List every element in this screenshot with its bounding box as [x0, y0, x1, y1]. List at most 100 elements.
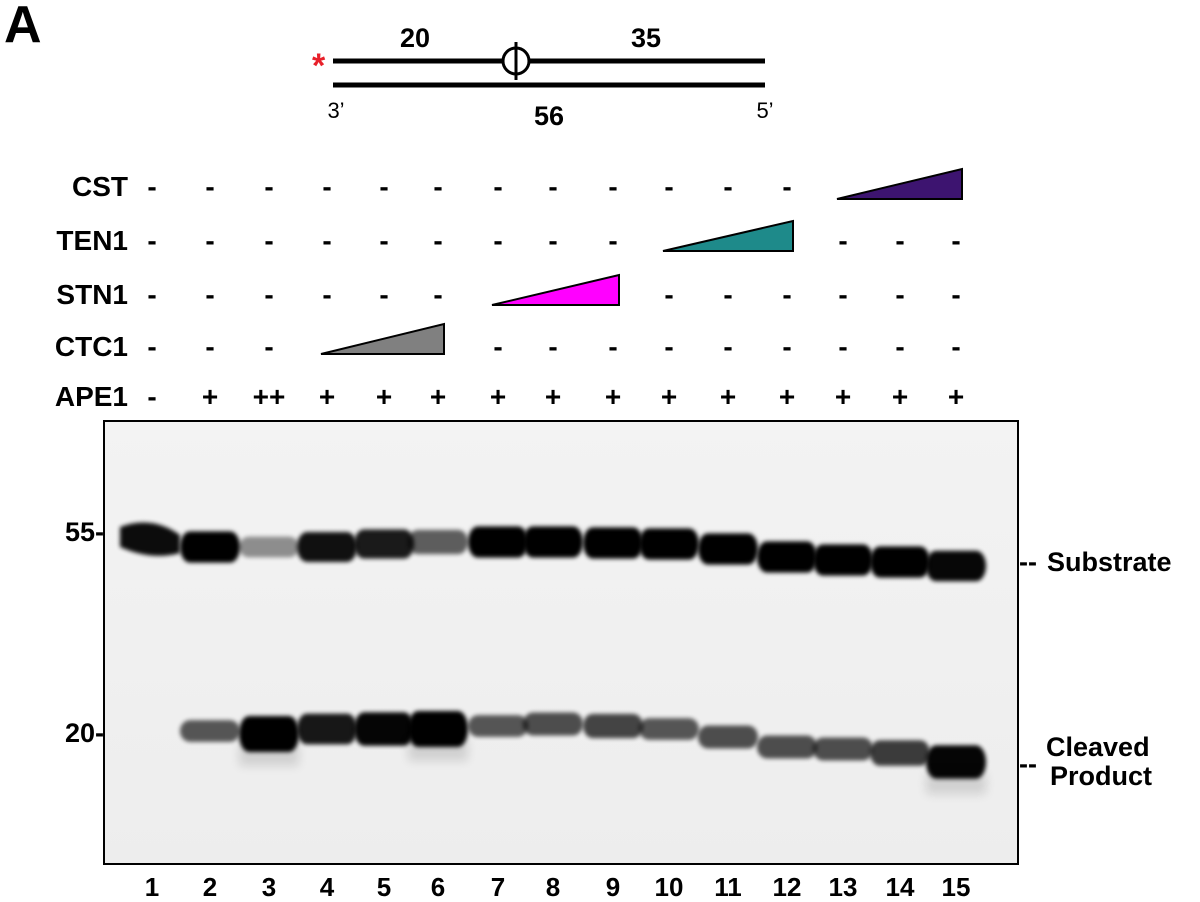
substrate-band-lane-12: [757, 541, 817, 573]
row-label-ctc1: CTC1: [55, 331, 128, 362]
panel-label: A: [4, 0, 42, 54]
cond-ctc1-lane-12: -: [782, 331, 791, 362]
row-label-cst: CST: [72, 171, 128, 202]
substrate-band-lane-14: [870, 546, 930, 578]
cond-stn1-lane-14: -: [895, 279, 904, 310]
product-band-lane-10: [639, 718, 699, 740]
product-band-lane-13: [813, 737, 873, 761]
cond-ape1-lane-1: -: [147, 381, 156, 412]
cond-stn1-lane-6: -: [433, 279, 442, 310]
product-smear-lane-6: [408, 739, 468, 761]
lane-number-4: 4: [320, 872, 335, 902]
bottom-length: 56: [534, 101, 564, 131]
substrate-band-lane-11: [698, 533, 758, 565]
cond-ctc1-lane-15: -: [951, 331, 960, 362]
cond-stn1-lane-4: -: [322, 279, 331, 310]
product-band-lane-11: [698, 725, 758, 749]
cond-ten1-lane-8: -: [548, 225, 557, 256]
product-band-lane-5: [354, 712, 414, 746]
cond-ten1-lane-7: -: [493, 225, 502, 256]
cond-ape1-lane-13: +: [835, 381, 851, 412]
cond-stn1-lane-11: -: [723, 279, 732, 310]
cond-ten1-lane-4: -: [322, 225, 331, 256]
cond-ape1-lane-14: +: [892, 381, 908, 412]
cond-cst-lane-11: -: [723, 171, 732, 202]
cond-ape1-lane-11: +: [720, 381, 736, 412]
product-band-lane-15: [926, 745, 986, 779]
cond-cst-lane-5: -: [379, 171, 388, 202]
substrate-band-lane-4: [297, 532, 357, 562]
cond-ten1-lane-13: -: [838, 225, 847, 256]
substrate-band-lane-7: [468, 526, 528, 558]
lane-number-9: 9: [606, 872, 620, 902]
cond-ape1-lane-5: +: [376, 381, 392, 412]
cond-ten1-lane-5: -: [379, 225, 388, 256]
lane-number-13: 13: [829, 872, 858, 902]
product-band-lane-9: [583, 713, 643, 739]
cond-ape1-lane-7: +: [490, 381, 506, 412]
condition-grid: - - - - - - - - - - - - - - - - - - - - - - - - - - - - - - - - - - - - - - - -…: [147, 171, 964, 412]
lane-number-5: 5: [377, 872, 391, 902]
lane-number-2: 2: [203, 872, 217, 902]
cond-cst-lane-10: -: [664, 171, 673, 202]
lane-number-3: 3: [262, 872, 276, 902]
product-band-lane-12: [757, 735, 817, 759]
cond-ape1-lane-15: +: [948, 381, 964, 412]
wedge-ten1: [662, 219, 794, 252]
lane-numbers: 1 2 3 4 5 6 7 8 9 10 11 12 13 14 15: [145, 872, 971, 902]
row-label-ten1: TEN1: [56, 225, 128, 256]
lane-number-11: 11: [714, 872, 742, 902]
row-label-stn1: STN1: [56, 279, 128, 310]
cond-ape1-lane-6: +: [430, 381, 446, 412]
cond-ape1-lane-3: ++: [253, 381, 286, 412]
marker-55: 55-: [65, 517, 104, 547]
cond-ctc1-lane-13: -: [838, 331, 847, 362]
titration-wedges: [320, 167, 963, 355]
left-end-label: 3’: [327, 98, 344, 123]
substrate-band-lane-2: [180, 531, 240, 563]
product-smear-lane-3: [239, 744, 299, 766]
product-band-lane-4: [297, 713, 357, 745]
substrate-band-lane-1: [120, 522, 180, 556]
cond-cst-lane-7: -: [493, 171, 502, 202]
product-band-lane-14: [870, 740, 930, 766]
top-left-length: 20: [400, 23, 430, 53]
row-labels: CST TEN1 STN1 CTC1 APE1: [55, 171, 128, 412]
cond-stn1-lane-12: -: [782, 279, 791, 310]
substrate-band-lane-5: [354, 529, 414, 559]
lane-number-6: 6: [431, 872, 445, 902]
product-label-line1: Cleaved: [1046, 732, 1150, 762]
cond-ctc1-lane-7: -: [493, 331, 502, 362]
cond-stn1-lane-3: -: [264, 279, 273, 310]
cond-ctc1-lane-11: -: [723, 331, 732, 362]
cond-ten1-lane-14: -: [895, 225, 904, 256]
lane-number-7: 7: [491, 872, 505, 902]
substrate-band-lane-6: [408, 529, 468, 555]
row-label-ape1: APE1: [55, 381, 128, 412]
cond-ten1-lane-15: -: [951, 225, 960, 256]
cond-ape1-lane-12: +: [779, 381, 795, 412]
substrate-band-lane-15: [926, 550, 986, 582]
substrate-band-lane-10: [639, 528, 699, 560]
cond-cst-lane-12: -: [782, 171, 791, 202]
cond-ctc1-lane-10: -: [664, 331, 673, 362]
cond-ctc1-lane-8: -: [548, 331, 557, 362]
substrate-band-lane-8: [523, 526, 583, 558]
cond-cst-lane-2: -: [205, 171, 214, 202]
lane-number-1: 1: [145, 872, 159, 902]
cond-cst-lane-3: -: [264, 171, 273, 202]
cond-cst-lane-6: -: [433, 171, 442, 202]
cond-cst-lane-1: -: [147, 171, 156, 202]
lane-number-8: 8: [546, 872, 560, 902]
cond-ctc1-lane-14: -: [895, 331, 904, 362]
wedge-stn1: [491, 273, 620, 306]
cond-ape1-lane-8: +: [545, 381, 561, 412]
gel-frame: [103, 420, 1019, 865]
cond-ten1-lane-2: -: [205, 225, 214, 256]
product-band-lane-7: [468, 715, 528, 737]
lane-number-10: 10: [655, 872, 684, 902]
marker-20: 20-: [65, 718, 104, 748]
cond-ctc1-lane-2: -: [205, 331, 214, 362]
cond-stn1-lane-10: -: [664, 279, 673, 310]
top-right-length: 35: [631, 23, 661, 53]
